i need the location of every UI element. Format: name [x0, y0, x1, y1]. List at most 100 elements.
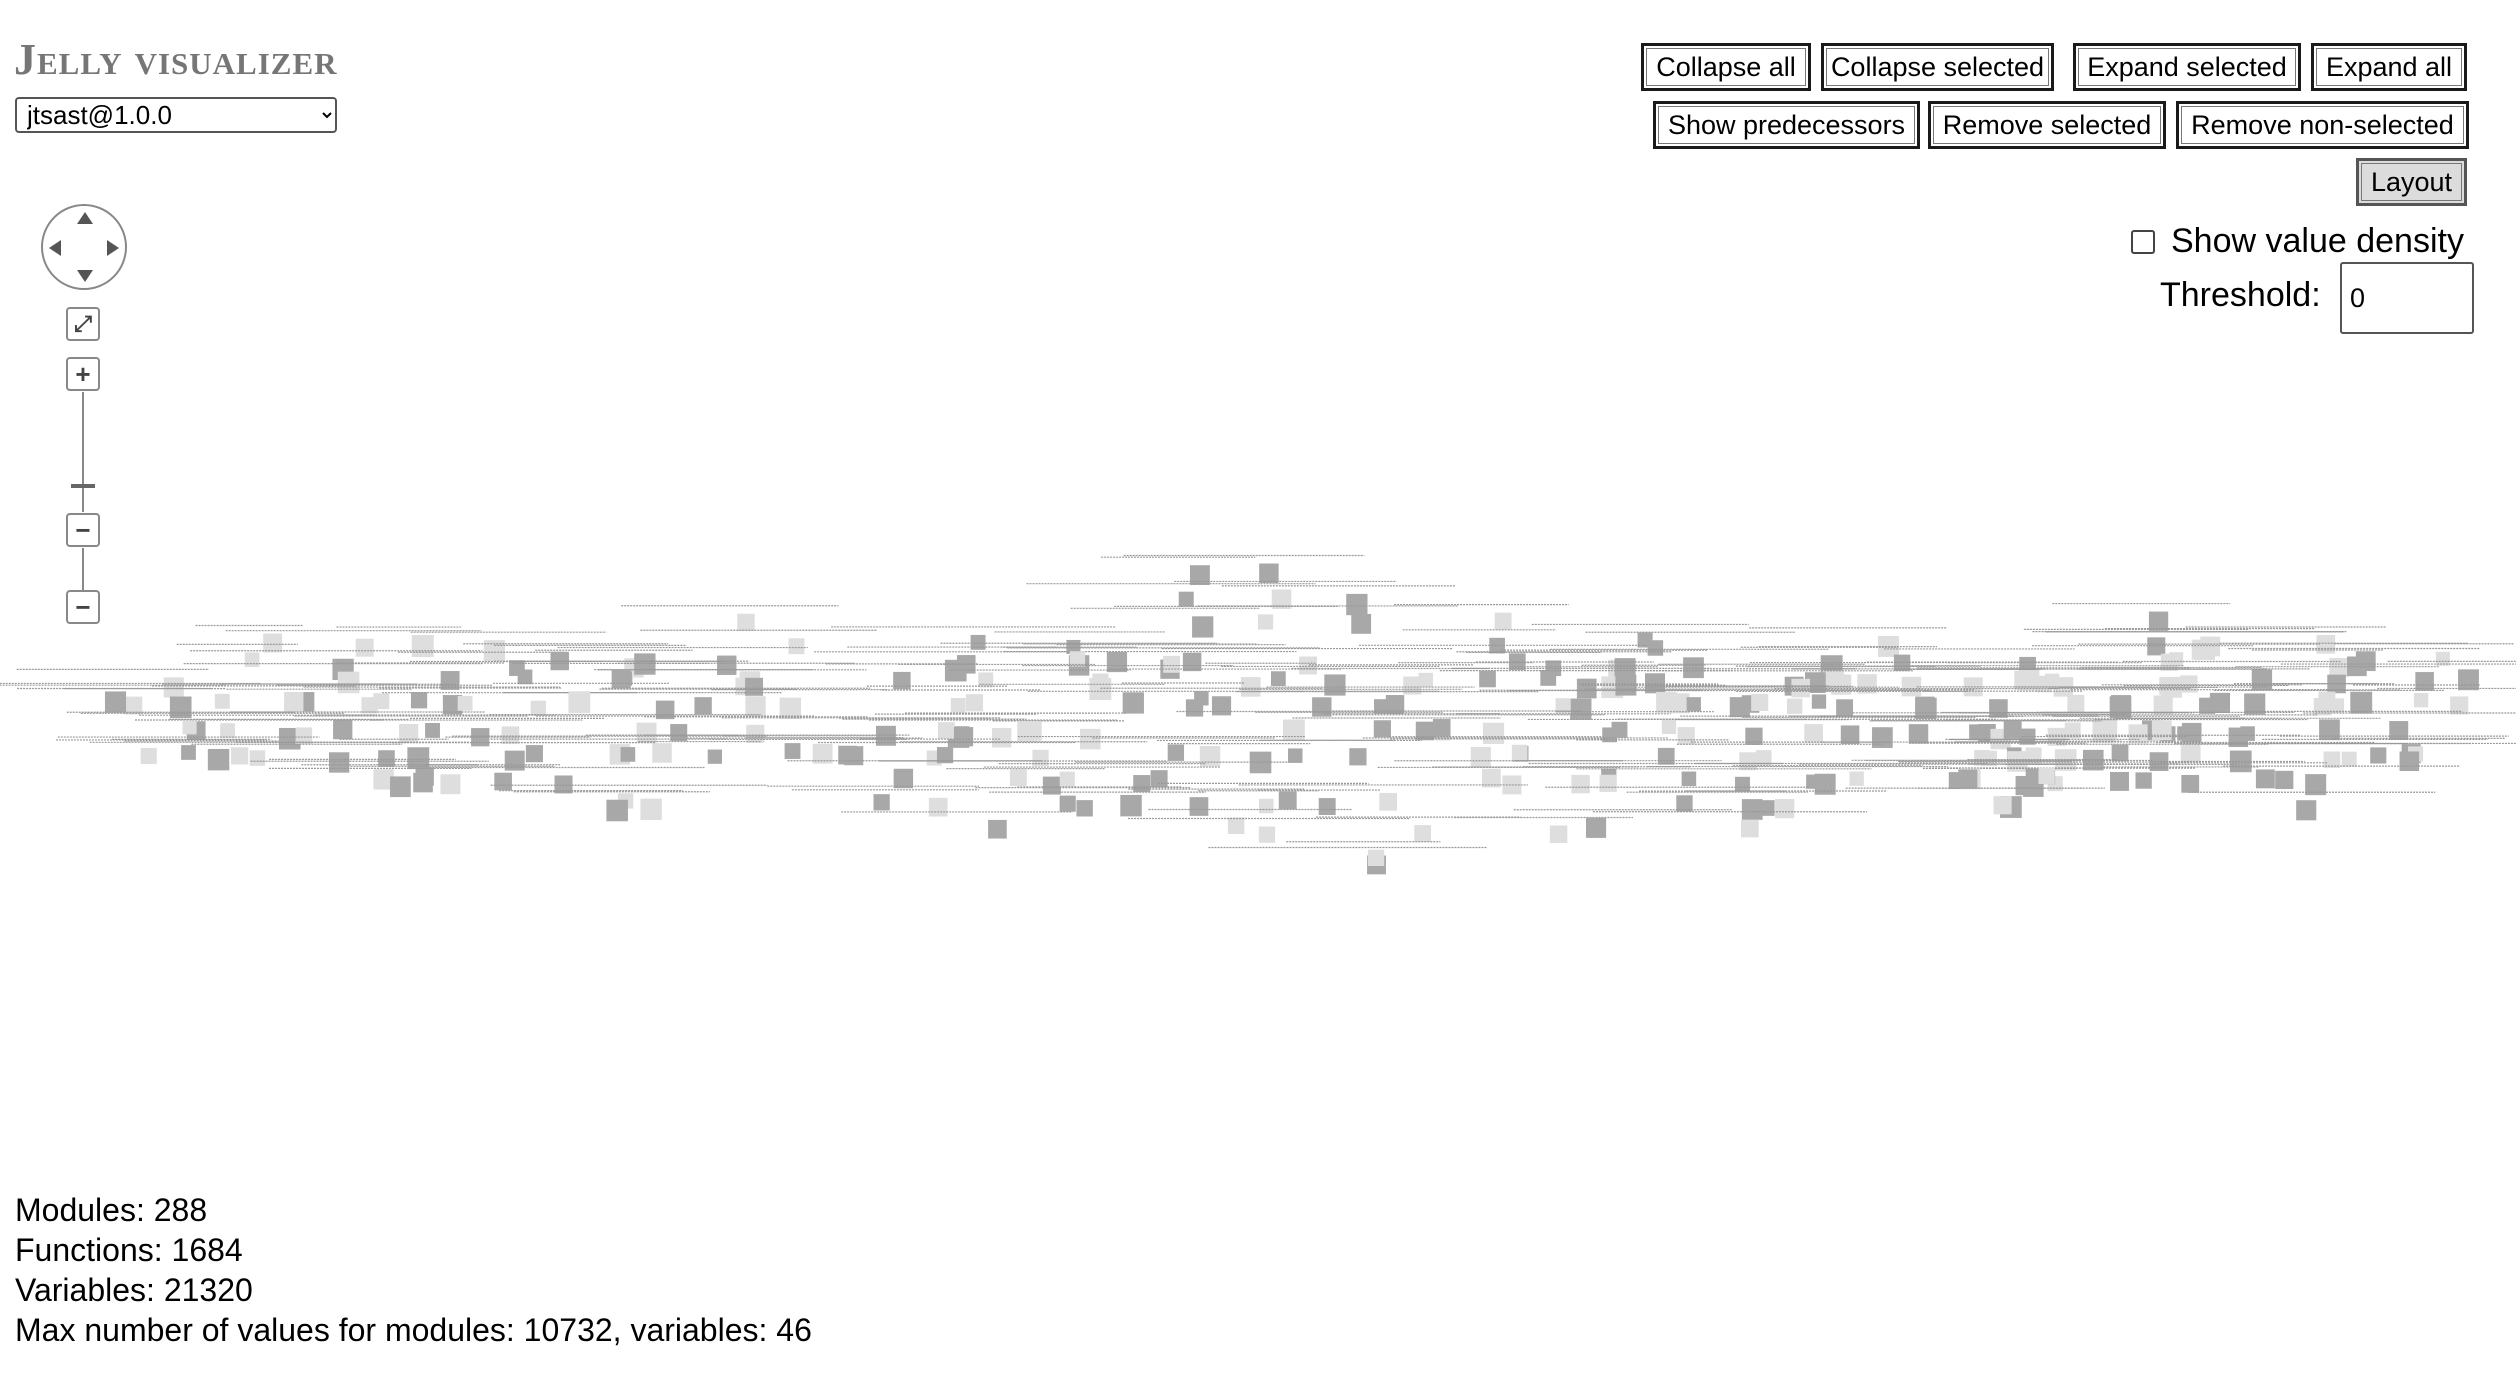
remove-selected-button[interactable]: Remove selected [1928, 101, 2166, 149]
graph-node [1741, 819, 1759, 838]
graph-node [1511, 744, 1528, 761]
graph-node [1414, 825, 1431, 842]
functions-count: Functions: 1684 [15, 1232, 243, 1268]
pan-up-icon[interactable] [77, 212, 93, 224]
layout-button[interactable]: Layout [2356, 158, 2467, 206]
zoom-slider-lower[interactable] [82, 548, 84, 590]
graph-node [182, 720, 197, 735]
graph-node [1872, 727, 1893, 748]
zoom-slider-thumb[interactable] [71, 484, 95, 488]
graph-node [220, 723, 235, 738]
graph-node [1915, 697, 1937, 720]
graph-node [2047, 727, 2066, 746]
graph-node [1415, 721, 1435, 741]
graph-node [1089, 678, 1112, 701]
graph-node [2413, 693, 2429, 708]
graph-node [1993, 796, 2012, 815]
graph-node [554, 775, 573, 794]
graph-node [707, 749, 723, 764]
value-density-checkbox[interactable] [2131, 229, 2155, 254]
graph-node [1836, 699, 1854, 717]
graph-node [2229, 750, 2252, 773]
graph-node [965, 694, 984, 712]
expand-selected-button[interactable]: Expand selected [2073, 43, 2301, 91]
graph-node [1791, 678, 1810, 698]
graph-node [1259, 563, 1279, 583]
graph-node [694, 697, 712, 715]
graph-node [620, 747, 636, 762]
graph-node [425, 723, 440, 738]
pan-control[interactable] [41, 204, 127, 290]
modules-count: Modules: 288 [15, 1192, 208, 1228]
remove-non-selected-button[interactable]: Remove non-selected [2176, 101, 2469, 149]
graph-node [214, 693, 230, 709]
graph-node [2111, 744, 2129, 762]
zoom-out-alt-icon[interactable]: − [66, 590, 100, 624]
graph-node [294, 692, 315, 712]
graph-node [1403, 676, 1422, 695]
graph-node [124, 696, 143, 715]
graph-node [1893, 654, 1911, 672]
graph-node [1555, 698, 1571, 714]
graph-node [1661, 719, 1677, 735]
show-predecessors-button[interactable]: Show predecessors [1653, 101, 1920, 149]
graph-node [249, 750, 266, 766]
graph-node [717, 655, 737, 675]
graph-node [1178, 591, 1194, 607]
zoom-in-icon[interactable]: + [66, 357, 100, 391]
graph-node [2180, 675, 2198, 693]
graph-node [617, 793, 634, 809]
graph-node [483, 640, 505, 662]
graph-node [2038, 767, 2055, 784]
pan-right-icon[interactable] [107, 240, 119, 256]
graph-node [1042, 776, 1061, 795]
graph-node [1978, 723, 1996, 742]
package-select[interactable]: jtsast@1.0.0 [15, 97, 337, 133]
graph-node [2151, 720, 2172, 741]
graph-node [1877, 635, 1899, 657]
graph-node [1199, 746, 1221, 767]
graph-node [106, 693, 122, 708]
graph-node [978, 672, 994, 688]
graph-node [640, 798, 662, 821]
graph-node [2044, 673, 2060, 689]
graph-node [1122, 692, 1144, 714]
value-density-option[interactable]: Show value density [2131, 222, 2464, 261]
graph-node [1741, 695, 1760, 713]
graph-node [617, 669, 634, 685]
graph-node [525, 745, 543, 763]
threshold-input[interactable] [2340, 262, 2474, 334]
graph-node [739, 671, 761, 692]
graph-node [2181, 722, 2202, 743]
collapse-selected-button[interactable]: Collapse selected [1821, 43, 2054, 91]
zoom-slider-track[interactable] [82, 392, 84, 512]
graph-node [1784, 676, 1804, 696]
graph-node [2244, 693, 2266, 715]
graph-node [1614, 658, 1636, 680]
graph-node [1194, 691, 1209, 706]
graph-node [2319, 719, 2340, 741]
expand-all-button[interactable]: Expand all [2311, 43, 2467, 91]
graph-node [2148, 611, 2169, 631]
graph-node [926, 750, 942, 766]
graph-node [1227, 817, 1245, 834]
graph-node [1388, 699, 1403, 715]
variables-count: Variables: 21320 [15, 1272, 253, 1308]
graph-node [2160, 726, 2176, 742]
graph-node [1576, 678, 1597, 699]
graph-node [839, 747, 854, 762]
graph-node [2194, 639, 2215, 660]
fit-icon[interactable]: ⤢ [66, 307, 100, 341]
graph-node [2111, 695, 2131, 715]
graph-node [2007, 751, 2028, 772]
zoom-out-icon[interactable]: − [66, 513, 100, 547]
graph-node [1686, 697, 1701, 712]
collapse-all-button[interactable]: Collapse all [1641, 43, 1811, 91]
graph-node [2327, 674, 2346, 694]
graph-node [844, 746, 864, 766]
graph-node [2323, 751, 2341, 769]
pan-down-icon[interactable] [77, 270, 93, 282]
pan-left-icon[interactable] [49, 240, 61, 256]
graph-node [407, 747, 430, 770]
